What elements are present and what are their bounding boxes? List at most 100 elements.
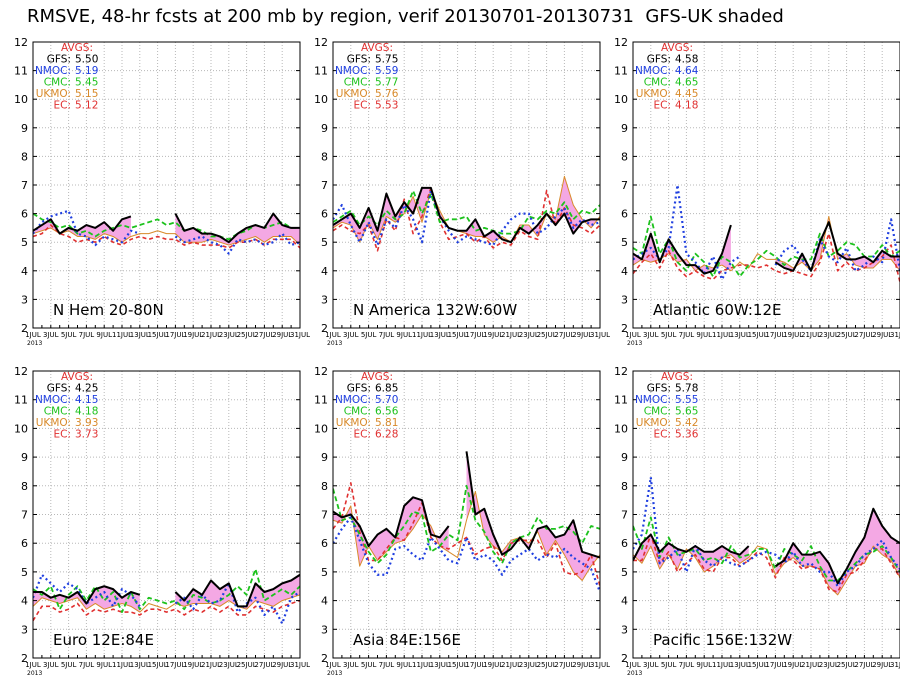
series-line-gfs: [33, 585, 141, 605]
y-tick-label: 2: [21, 652, 28, 665]
x-tick-label: 5JUL: [361, 331, 377, 339]
year-label: 2013: [327, 340, 342, 347]
legend-value-ukmo: 4.45: [675, 88, 698, 100]
series-line-ec: [633, 232, 900, 283]
x-tick-label: 15JUL: [148, 661, 168, 669]
x-tick-label: 29JUL: [872, 661, 892, 669]
x-tick-label: 21JUL: [501, 661, 521, 669]
x-tick-label: 11JUL: [112, 331, 132, 339]
x-tick-label: 1JUL: [25, 331, 41, 339]
x-tick-label: 31JUL: [590, 661, 610, 669]
series-line-gfs: [333, 186, 600, 244]
x-tick-label: 11JUL: [712, 661, 732, 669]
x-tick-label: 15JUL: [748, 331, 768, 339]
x-tick-label: 9JUL: [696, 661, 712, 669]
series-line-ec: [333, 482, 600, 587]
y-tick-label: 6: [321, 208, 328, 221]
y-tick-label: 4: [621, 595, 628, 608]
x-tick-label: 13JUL: [730, 331, 750, 339]
x-tick-label: 1JUL: [325, 331, 341, 339]
x-tick-label: 7JUL: [379, 661, 395, 669]
legend-header: AVGS:: [361, 371, 393, 383]
y-tick-label: 5: [321, 236, 328, 249]
x-tick-label: 31JUL: [590, 331, 610, 339]
legend-header: AVGS:: [61, 42, 93, 54]
x-tick-label: 27JUL: [254, 661, 274, 669]
y-tick-label: 9: [21, 122, 28, 135]
gfs-ukmo-shade: [333, 451, 600, 581]
series-line-nmoc: [333, 516, 600, 593]
y-axis: 2 3 4 5 6 7 8 9 10 11 12: [614, 36, 900, 335]
series-line-ukmo: [33, 594, 300, 613]
legend-value-cmc: 5.65: [675, 406, 698, 418]
legend-value-cmc: 6.56: [375, 406, 399, 418]
x-tick-label: 15JUL: [448, 661, 468, 669]
x-tick-label: 5JUL: [661, 331, 677, 339]
x-tick-label: 27JUL: [554, 661, 574, 669]
legend-model-ukmo: UKMO:: [336, 88, 371, 100]
x-tick-label: 21JUL: [801, 661, 821, 669]
series-line-nmoc: [633, 183, 741, 281]
x-tick-label: 27JUL: [254, 331, 274, 339]
y-axis: 2 3 4 5 6 7 8 9 10 11 12: [314, 365, 600, 665]
y-tick-label: 11: [614, 65, 628, 78]
gfs-ukmo-shade: [633, 508, 900, 595]
y-tick-label: 7: [321, 509, 328, 522]
legend-value-ec: 6.28: [375, 429, 398, 441]
x-tick-label: 15JUL: [748, 661, 768, 669]
series-line-ec: [33, 599, 300, 622]
legend-header: AVGS:: [661, 371, 693, 383]
x-tick-label: 9JUL: [396, 331, 412, 339]
y-tick-label: 10: [14, 422, 28, 435]
averages-legend: AVGS:GFS: 5.50 NMOC: 5.19 CMC: 5.45 UKMO: 5.15 E…: [35, 42, 98, 112]
legend-value-ec: 5.53: [375, 100, 398, 112]
legend-value-nmoc: 5.55: [675, 394, 698, 406]
shade-area: [775, 508, 900, 595]
region-label: N America 132W:60W: [353, 301, 517, 319]
x-tick-label: 1JUL: [25, 661, 41, 669]
y-tick-label: 8: [321, 480, 328, 493]
legend-value-ukmo: 5.81: [375, 417, 398, 429]
x-tick-label: 29JUL: [272, 661, 292, 669]
y-tick-label: 3: [321, 623, 328, 636]
legend-model-ukmo: UKMO:: [36, 417, 71, 429]
x-tick-label: 27JUL: [554, 331, 574, 339]
x-tick-label: 13JUL: [130, 331, 150, 339]
x-tick-label: 25JUL: [837, 331, 857, 339]
x-tick-label: 3JUL: [343, 331, 359, 339]
y-tick-label: 3: [621, 623, 628, 636]
x-tick-label: 13JUL: [430, 661, 450, 669]
y-tick-label: 8: [21, 150, 28, 163]
series-line-gfs: [33, 215, 132, 235]
region-label: N Hem 20-80N: [53, 301, 164, 319]
series-lines: [333, 451, 600, 593]
y-tick-label: 4: [21, 595, 28, 608]
series-line-ukmo: [333, 491, 600, 582]
x-tick-label: 1JUL: [625, 331, 641, 339]
y-tick-label: 7: [621, 509, 628, 522]
grid: [333, 42, 600, 328]
x-tick-label: 5JUL: [61, 331, 77, 339]
legend-header: AVGS:: [661, 42, 693, 54]
y-tick-label: 2: [321, 322, 328, 335]
series-line-nmoc: [774, 218, 900, 272]
y-tick-label: 7: [621, 179, 628, 192]
series-line-gfs: [774, 507, 900, 585]
x-tick-label: 9JUL: [96, 661, 112, 669]
series-lines: [33, 209, 300, 255]
legend-value-ukmo: 5.15: [75, 88, 98, 100]
x-tick-label: 29JUL: [572, 661, 592, 669]
y-tick-label: 12: [614, 365, 628, 378]
legend-model-ukmo: UKMO:: [36, 88, 71, 100]
legend-model-gfs: GFS:: [647, 383, 671, 395]
legend-value-cmc: 4.65: [675, 77, 698, 89]
legend-model-cmc: CMC:: [644, 77, 671, 89]
averages-legend: AVGS:GFS: 5.75 NMOC: 5.59 CMC: 5.77 UKMO: 5.76 E…: [335, 42, 399, 112]
y-tick-label: 10: [614, 422, 628, 435]
x-tick-label: 17JUL: [465, 661, 485, 669]
x-tick-label: 11JUL: [412, 661, 432, 669]
legend-header: AVGS:: [61, 371, 93, 383]
